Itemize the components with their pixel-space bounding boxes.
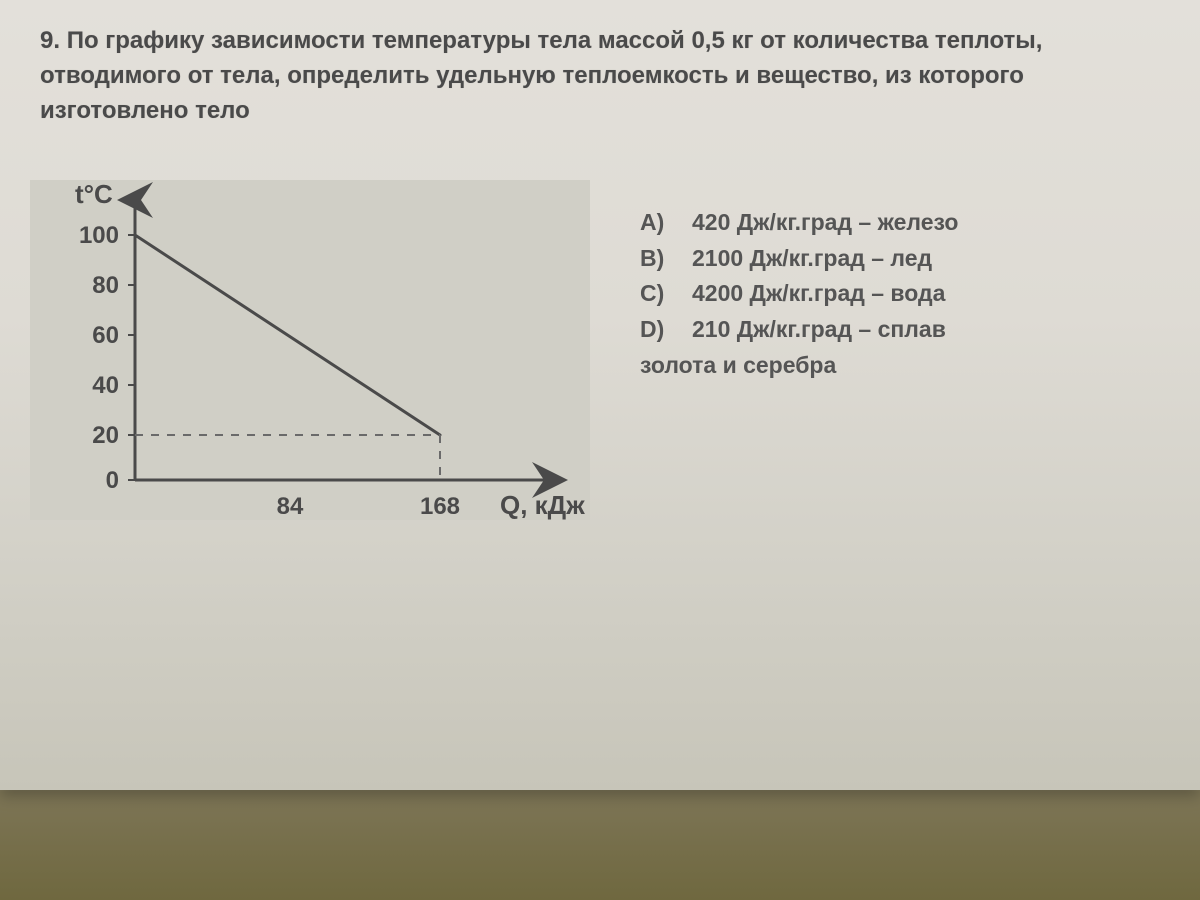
svg-text:Q, кДж: Q, кДж bbox=[500, 490, 585, 520]
svg-text:168: 168 bbox=[420, 493, 460, 520]
svg-text:80: 80 bbox=[92, 272, 119, 299]
answer-option: B) 2100 Дж/кг.град – лед bbox=[640, 241, 958, 277]
answer-text: 420 Дж/кг.град – железо bbox=[692, 205, 958, 241]
question-text: 9. По графику зависимости температуры те… bbox=[40, 24, 1170, 128]
answer-option: C) 4200 Дж/кг.град – вода bbox=[640, 276, 958, 312]
answer-option: A) 420 Дж/кг.град – железо bbox=[640, 205, 958, 241]
svg-text:0: 0 bbox=[106, 467, 119, 494]
answer-letter: B) bbox=[640, 241, 668, 277]
svg-text:100: 100 bbox=[79, 222, 119, 249]
answer-text: 4200 Дж/кг.град – вода bbox=[692, 276, 945, 312]
answer-letter: A) bbox=[640, 205, 668, 241]
answer-options: A) 420 Дж/кг.град – железо B) 2100 Дж/кг.гр… bbox=[640, 205, 958, 383]
question-number: 9. bbox=[40, 27, 60, 54]
answer-option: D) 210 Дж/кг.град – сплав bbox=[640, 312, 958, 348]
svg-text:20: 20 bbox=[92, 422, 119, 449]
page-photo: 9. По графику зависимости температуры те… bbox=[0, 0, 1200, 900]
answer-text: 2100 Дж/кг.град – лед bbox=[692, 241, 932, 277]
question-line2: отводимого от тела, определить удельную … bbox=[40, 62, 1024, 89]
svg-text:t°C: t°C bbox=[75, 180, 113, 209]
chart-svg: 100 80 60 40 20 0 84 168 t°C Q, кДж bbox=[30, 180, 590, 520]
chart-area: 100 80 60 40 20 0 84 168 t°C Q, кДж bbox=[30, 180, 590, 520]
answer-tail: золота и серебра bbox=[640, 348, 958, 384]
svg-text:40: 40 bbox=[92, 372, 119, 399]
question-line3: изготовлено тело bbox=[40, 97, 250, 124]
question-line1: По графику зависимости температуры тела … bbox=[67, 27, 1043, 54]
svg-text:60: 60 bbox=[92, 322, 119, 349]
answer-letter: C) bbox=[640, 276, 668, 312]
answer-text: 210 Дж/кг.град – сплав bbox=[692, 312, 946, 348]
svg-text:84: 84 bbox=[277, 493, 304, 520]
answer-letter: D) bbox=[640, 312, 668, 348]
